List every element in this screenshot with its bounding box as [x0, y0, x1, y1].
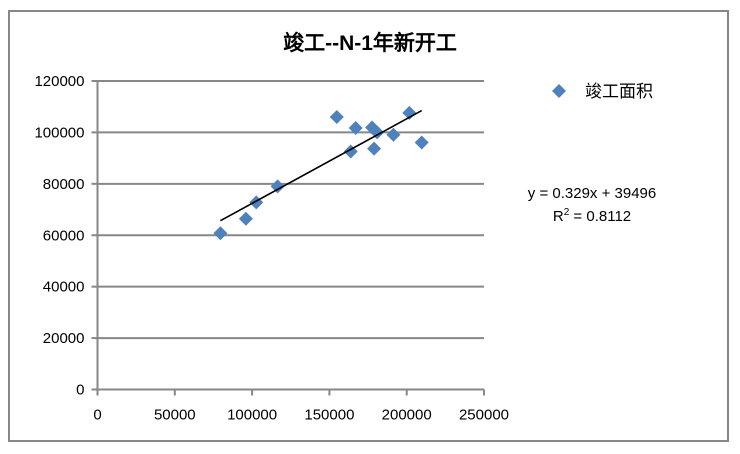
legend-label: 竣工面积	[585, 82, 653, 101]
y-tick-label: 60000	[43, 227, 85, 244]
gridlines	[97, 80, 484, 340]
x-tick-label: 250000	[459, 407, 509, 424]
chart-title: 竣工--N-1年新开工	[283, 31, 457, 55]
data-point-diamond	[365, 120, 380, 135]
x-tick-label: 150000	[304, 407, 354, 424]
y-tick-label: 100000	[34, 124, 84, 141]
data-point-diamond	[370, 125, 385, 140]
y-tick-label: 40000	[43, 279, 85, 296]
x-tick-label: 0	[93, 407, 101, 424]
data-point-diamond	[348, 121, 363, 136]
equation-label: y = 0.329x + 39496	[528, 185, 656, 202]
x-tick-label: 200000	[382, 407, 432, 424]
y-tick-label: 120000	[34, 73, 84, 90]
data-point-diamond	[367, 141, 382, 156]
data-point-diamond	[238, 211, 253, 226]
data-point-diamond	[386, 127, 401, 142]
x-axis-tick-labels: 0 50000 100000 150000 200000 250000	[93, 407, 509, 424]
x-tick-label: 50000	[154, 407, 196, 424]
y-tick-label: 20000	[43, 330, 85, 347]
y-tick-label: 0	[76, 382, 84, 399]
trendline-equation: y = 0.329x + 39496 R2 = 0.8112	[528, 185, 656, 225]
data-point-diamond	[249, 195, 264, 210]
x-tick-label: 100000	[227, 407, 277, 424]
legend: 竣工面积	[552, 82, 653, 101]
data-point-diamond	[329, 109, 344, 124]
r-squared-label: R2 = 0.8112	[553, 207, 631, 225]
legend-diamond-icon	[552, 84, 566, 98]
y-axis-tick-labels: 0 20000 40000 60000 80000 100000 120000	[34, 73, 84, 399]
data-point-diamond	[270, 179, 285, 194]
y-tick-label: 80000	[43, 176, 85, 193]
data-points	[213, 105, 429, 241]
trendline	[220, 109, 423, 222]
data-point-diamond	[213, 226, 228, 241]
axes	[91, 80, 485, 396]
data-point-diamond	[414, 135, 429, 150]
data-point-diamond	[402, 105, 417, 120]
